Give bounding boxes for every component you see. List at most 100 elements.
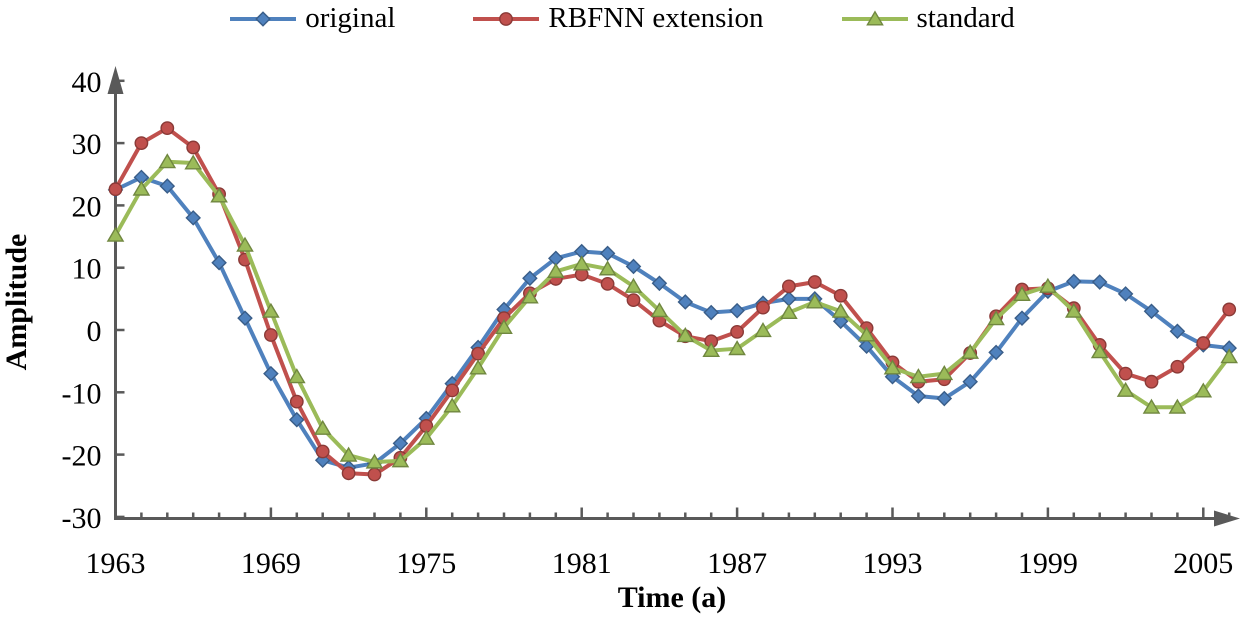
triangle-marker-icon [210, 187, 228, 203]
diamond-marker-icon [936, 390, 953, 407]
diamond-marker-icon [781, 291, 797, 307]
diamond-marker-icon [962, 373, 978, 390]
diamond-marker-icon [599, 245, 616, 262]
chart-legend: original RBFNN extension standard [0, 2, 1245, 35]
diamond-marker-icon [263, 365, 279, 382]
circle-marker-icon [367, 467, 382, 482]
triangle-marker-icon [313, 419, 332, 435]
triangle-marker-icon [935, 365, 954, 381]
triangle-marker-icon [650, 302, 669, 318]
series-standard [106, 153, 1239, 469]
triangle-marker-icon [469, 359, 487, 375]
y-tick-label: -20 [62, 440, 102, 473]
diamond-marker-icon [230, 10, 297, 27]
triangle-marker-icon [987, 310, 1005, 326]
diamond-marker-icon [1143, 303, 1160, 320]
triangle-marker-icon [495, 318, 513, 335]
circle-marker-icon [782, 279, 796, 294]
circle-marker-icon [108, 182, 123, 197]
triangle-marker-icon [831, 302, 850, 318]
y-tick-label: 0 [87, 315, 102, 348]
y-axis-ticks: 40 30 20 10 0 -10 -20 -30 [62, 66, 125, 535]
diamond-marker-icon [1169, 323, 1186, 340]
triangle-marker-icon [676, 327, 695, 343]
circle-marker-icon [186, 140, 201, 155]
triangle-marker-icon [1013, 285, 1031, 301]
triangle-icon [865, 9, 884, 25]
y-tick-label: -10 [62, 377, 102, 410]
circle-marker-icon [1144, 374, 1159, 389]
diamond-marker-icon [832, 313, 849, 330]
circle-marker-icon [445, 383, 460, 398]
triangle-marker-icon [1039, 277, 1057, 293]
triangle-marker-icon [702, 341, 721, 358]
diamond-marker-icon [522, 270, 538, 287]
triangle-marker-icon [961, 343, 980, 359]
x-tick-label: 1993 [863, 547, 923, 580]
circle-marker-icon [756, 300, 770, 315]
triangle-marker-icon [1116, 381, 1135, 397]
y-tick-label: 40 [72, 66, 102, 99]
triangle-marker-icon [1220, 348, 1239, 364]
triangle-marker-icon [236, 236, 254, 252]
circle-marker-icon [807, 275, 822, 289]
triangle-marker-icon [1168, 398, 1187, 414]
x-tick-label: 1975 [396, 547, 456, 580]
y-tick-label: 10 [72, 253, 102, 286]
circle-marker-icon [1118, 366, 1133, 381]
circle-icon [499, 11, 514, 26]
circle-marker-icon [341, 466, 356, 481]
x-tick-label: 2005 [1173, 547, 1233, 580]
triangle-marker-icon [132, 180, 151, 196]
series-layer [106, 121, 1239, 482]
diamond-marker-icon [651, 275, 668, 292]
legend-label-original: original [305, 2, 396, 34]
circle-marker-icon [134, 136, 149, 151]
diamond-marker-icon [159, 178, 176, 194]
triangle-marker-icon [857, 326, 876, 342]
diamond-marker-icon [625, 258, 642, 275]
circle-marker-icon [1196, 336, 1211, 350]
series-line [113, 175, 1232, 470]
triangle-marker-icon [1064, 302, 1083, 318]
diamond-marker-icon [910, 388, 927, 404]
x-axis-ticks: 1963 1969 1975 1981 1987 1993 1999 2005 [86, 507, 1233, 580]
circle-marker-icon [626, 293, 641, 307]
legend-label-standard: standard [916, 2, 1015, 34]
triangle-marker-icon [1090, 343, 1109, 359]
x-tick-label: 1969 [241, 547, 301, 580]
triangle-marker-icon [572, 255, 591, 271]
y-tick-label: 20 [72, 190, 102, 223]
legend-item-standard: standard [841, 2, 1015, 35]
diamond-marker-icon [237, 310, 253, 326]
x-axis-title: Time (a) [618, 581, 727, 614]
triangle-marker-icon [417, 429, 436, 445]
legend-item-rbfnn-extension: RBFNN extension [473, 2, 764, 35]
diamond-marker-icon [1091, 274, 1108, 290]
circle-marker-icon [833, 288, 848, 303]
x-tick-label: 1981 [552, 547, 612, 580]
triangle-marker-icon [391, 452, 410, 468]
triangle-marker-icon [158, 153, 177, 169]
triangle-marker-icon [728, 340, 746, 356]
x-tick-label: 1963 [86, 547, 146, 580]
triangle-marker-icon [883, 359, 902, 375]
x-axis-arrow-icon [1214, 510, 1240, 527]
circle-marker-icon [1170, 359, 1185, 374]
circle-marker-icon [1222, 302, 1237, 317]
triangle-marker-icon [339, 446, 358, 462]
circle-marker-icon [730, 324, 744, 339]
circle-marker-icon [473, 11, 540, 26]
series-rbfnn-extension [108, 121, 1237, 482]
triangle-marker-icon [754, 322, 772, 338]
triangle-marker-icon [841, 9, 908, 25]
diamond-marker-icon [392, 435, 409, 452]
triangle-marker-icon [1142, 398, 1161, 414]
triangle-marker-icon [365, 453, 384, 469]
triangle-marker-icon [184, 154, 203, 170]
x-tick-label: 1999 [1018, 547, 1078, 580]
legend-label-rbfnn-extension: RBFNN extension [548, 2, 764, 34]
